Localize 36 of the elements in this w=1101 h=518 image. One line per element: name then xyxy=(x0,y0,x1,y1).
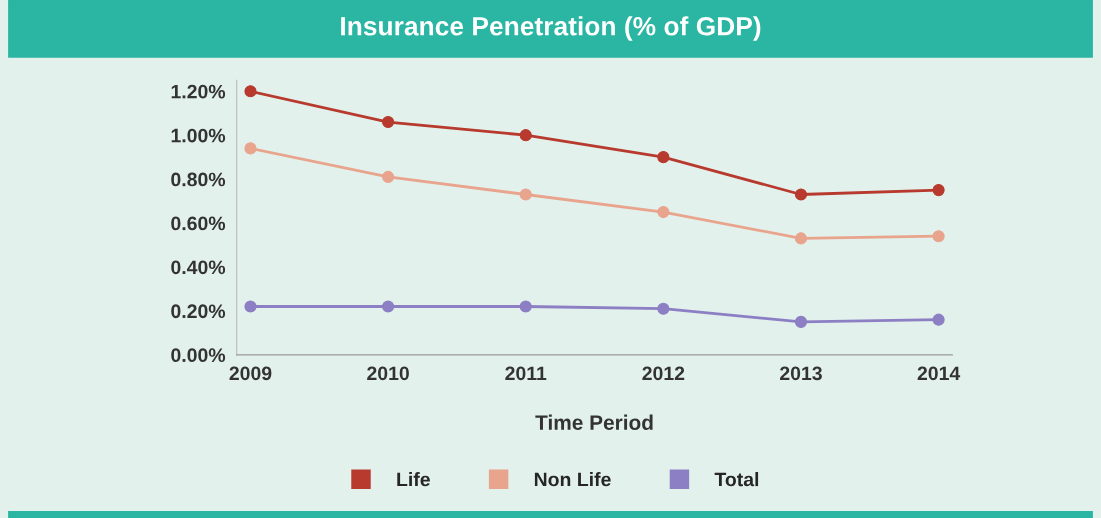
point xyxy=(657,302,670,315)
x-axis-title: Time Period xyxy=(535,414,653,430)
x-tick-label: 2009 xyxy=(229,366,272,381)
point xyxy=(244,85,257,98)
x-tick-label: 2011 xyxy=(505,366,547,381)
x-tick-label: 2013 xyxy=(780,366,822,381)
y-tick-label: 0.00% xyxy=(171,348,226,363)
point xyxy=(382,170,395,183)
y-tick-label: 0.40% xyxy=(171,260,226,275)
y-tick-label: 0.60% xyxy=(171,216,226,231)
point xyxy=(519,129,532,142)
y-tick-label: 0.20% xyxy=(171,304,226,319)
point xyxy=(932,184,945,197)
point xyxy=(794,188,808,201)
point xyxy=(932,230,945,243)
point xyxy=(382,300,395,313)
x-tick-label: 2010 xyxy=(367,366,409,381)
point xyxy=(932,313,945,326)
point xyxy=(244,142,257,155)
point xyxy=(244,300,257,313)
x-tick-label: 2014 xyxy=(917,366,961,381)
point xyxy=(382,115,395,129)
chart-title: Insurance Penetration (% of GDP) xyxy=(341,16,761,41)
point xyxy=(657,151,670,164)
point xyxy=(794,232,808,245)
point xyxy=(794,315,808,328)
point xyxy=(519,188,532,201)
y-tick-label: 1.00% xyxy=(171,128,226,143)
point xyxy=(657,205,670,219)
legend-label: Non Life xyxy=(534,472,611,487)
point xyxy=(519,300,532,313)
legend-label: Total xyxy=(714,472,759,487)
y-tick-label: 1.20% xyxy=(171,84,226,99)
x-tick-label: 2012 xyxy=(642,366,685,381)
legend-label: Life xyxy=(397,472,430,487)
y-tick-label: 0.80% xyxy=(171,172,226,187)
